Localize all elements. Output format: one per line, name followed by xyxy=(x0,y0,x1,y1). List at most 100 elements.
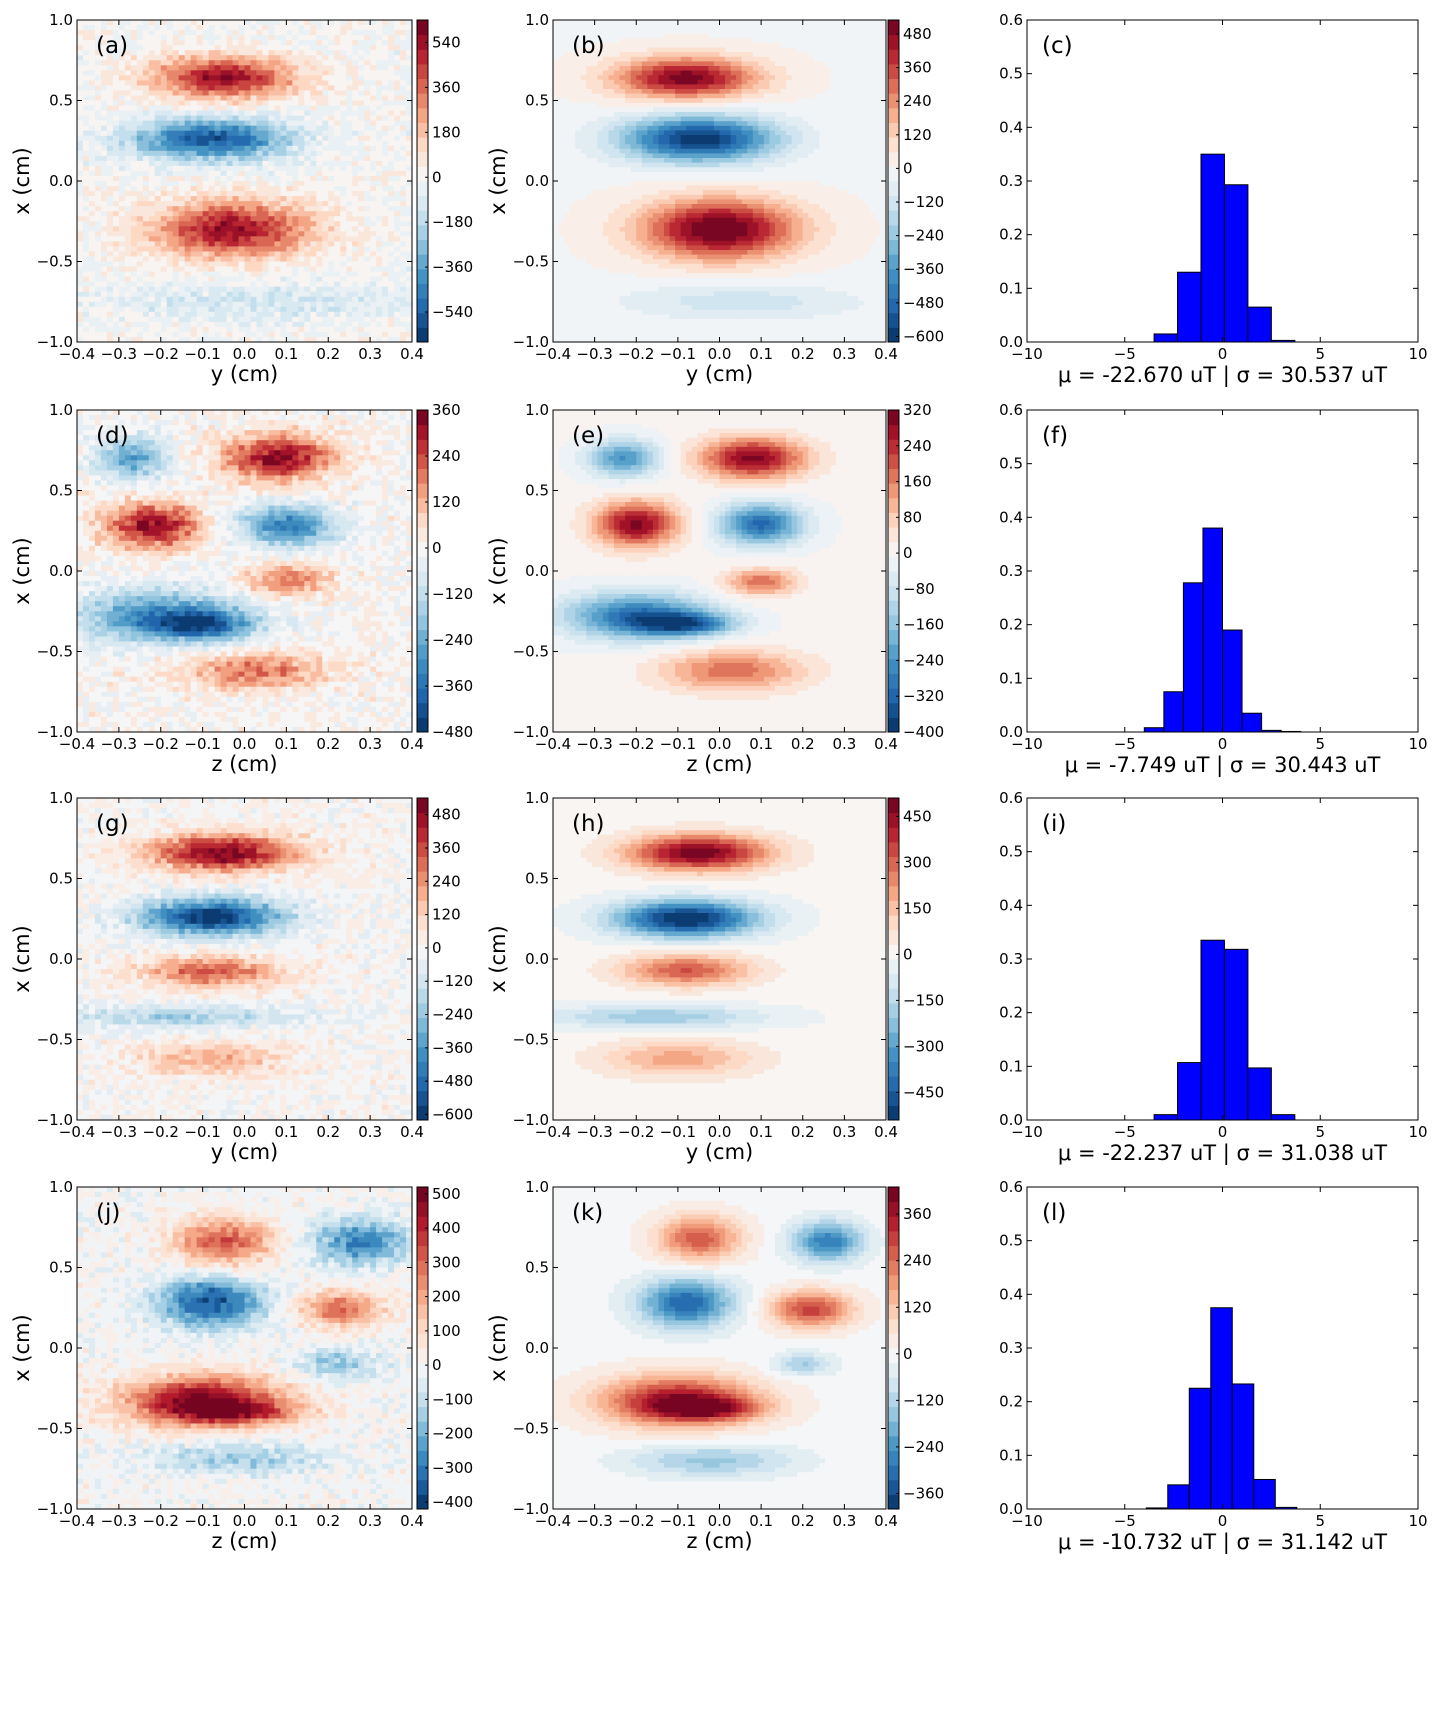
contour-cell xyxy=(179,30,186,36)
contour-cell xyxy=(119,20,126,26)
contour-cell xyxy=(143,146,150,152)
contour-cell xyxy=(137,70,144,76)
contour-cell xyxy=(304,136,311,142)
contour-cell xyxy=(215,90,222,96)
contour-cell xyxy=(334,226,341,232)
contour-cell xyxy=(125,317,132,323)
contour-cell xyxy=(334,231,341,237)
contour-cell xyxy=(185,292,192,298)
contour-cell xyxy=(221,256,228,262)
contour-cell xyxy=(131,246,138,252)
contour-cell xyxy=(310,292,317,298)
contour-cell xyxy=(149,60,156,66)
contour-cell xyxy=(215,161,222,167)
contour-cell xyxy=(239,30,246,36)
contour-cell xyxy=(280,332,287,338)
contour-cell xyxy=(304,90,311,96)
contour-cell xyxy=(334,186,341,192)
contour-cell xyxy=(131,50,138,56)
contour-cell xyxy=(250,85,257,91)
contour-cell xyxy=(298,201,305,207)
contour-cell xyxy=(310,30,317,36)
contour-cell xyxy=(340,176,347,182)
contour-cell xyxy=(262,35,269,41)
contour-cell xyxy=(280,327,287,333)
contour-cell xyxy=(364,116,371,122)
contour-cell xyxy=(143,226,150,232)
contour-cell xyxy=(262,116,269,122)
contour-cell xyxy=(298,196,305,202)
contour-cell xyxy=(304,156,311,162)
contour-cell xyxy=(239,141,246,147)
contour-cell xyxy=(155,262,162,268)
contour-cell xyxy=(197,256,204,262)
contour-cell xyxy=(227,90,234,96)
contour-cell xyxy=(161,20,168,26)
contour-cell xyxy=(221,251,228,257)
contour-cell xyxy=(304,95,311,101)
contour-cell xyxy=(328,201,335,207)
contour-cell xyxy=(245,20,252,26)
contour-cell xyxy=(155,141,162,147)
contour-cell xyxy=(161,111,168,117)
contour-cell xyxy=(203,35,210,41)
contour-cell xyxy=(95,186,102,192)
contour-cell xyxy=(316,171,323,177)
contour-cell xyxy=(203,236,210,242)
contour-cell xyxy=(310,256,317,262)
contour-cell xyxy=(203,95,210,101)
contour-cell xyxy=(77,317,84,323)
contour-cell xyxy=(310,191,317,197)
contour-cell xyxy=(274,297,281,303)
contour-cell xyxy=(179,277,186,283)
contour-cell xyxy=(310,241,317,247)
contour-cell xyxy=(155,206,162,212)
contour-cell xyxy=(364,231,371,237)
contour-cell xyxy=(185,55,192,61)
contour-cell xyxy=(143,262,150,268)
contour-cell xyxy=(286,90,293,96)
contour-cell xyxy=(268,246,275,252)
contour-cell xyxy=(131,176,138,182)
contour-cell xyxy=(274,251,281,257)
contour-cell xyxy=(340,80,347,86)
contour-cell xyxy=(304,201,311,207)
contour-cell xyxy=(203,312,210,318)
contour-cell xyxy=(358,302,365,308)
contour-cell xyxy=(256,166,263,172)
contour-cell xyxy=(280,85,287,91)
contour-cell xyxy=(274,206,281,212)
contour-cell xyxy=(113,176,120,182)
contour-cell xyxy=(173,95,180,101)
contour-cell xyxy=(322,221,329,227)
contour-cell xyxy=(143,297,150,303)
contour-cell xyxy=(274,196,281,202)
contour-cell xyxy=(298,246,305,252)
contour-cell xyxy=(107,131,114,137)
contour-cell xyxy=(119,297,126,303)
contour-cell xyxy=(268,256,275,262)
contour-cell xyxy=(155,60,162,66)
contour-cell xyxy=(113,317,120,323)
contour-cell xyxy=(179,131,186,137)
contour-cell xyxy=(125,171,132,177)
contour-cell xyxy=(119,231,126,237)
contour-cell xyxy=(161,256,168,262)
contour-cell xyxy=(143,30,150,36)
contour-cell xyxy=(245,231,252,237)
contour-cell xyxy=(125,221,132,227)
contour-cell xyxy=(179,106,186,112)
contour-cell xyxy=(197,126,204,132)
contour-cell xyxy=(155,116,162,122)
contour-cell xyxy=(179,161,186,167)
contour-cell xyxy=(274,90,281,96)
contour-cell xyxy=(322,256,329,262)
contour-cell xyxy=(209,236,216,242)
contour-cell xyxy=(197,317,204,323)
contour-cell xyxy=(83,65,90,71)
contour-cell xyxy=(245,136,252,142)
contour-cell xyxy=(173,221,180,227)
contour-cell xyxy=(310,277,317,283)
contour-cell xyxy=(298,186,305,192)
contour-cell xyxy=(298,40,305,46)
